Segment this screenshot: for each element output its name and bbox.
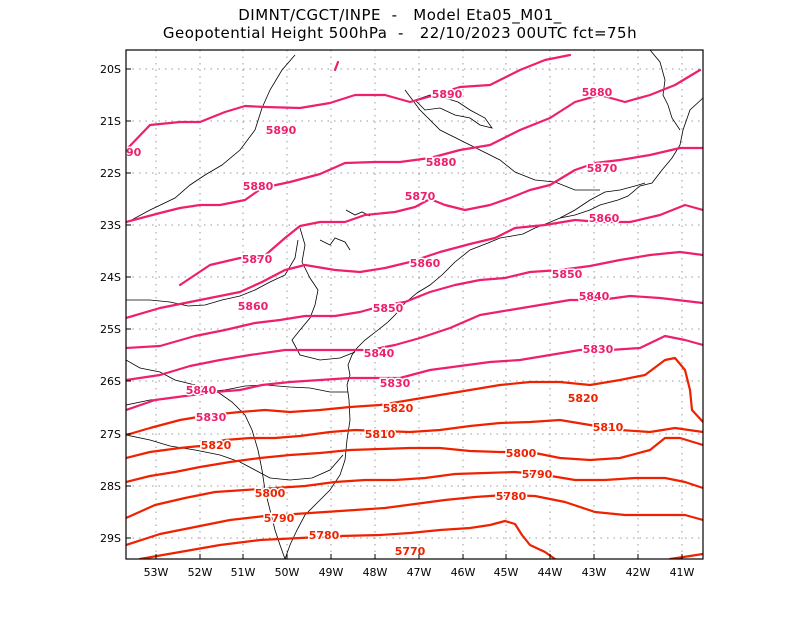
contour-5840 [126,294,703,382]
border-paraguay [126,239,299,307]
state-border-mg-south [404,89,600,191]
contour-label: 5880 [243,180,274,193]
contour-label: 5830 [583,343,614,356]
contour-5770b [668,552,703,559]
contour-label: 5800 [255,487,286,500]
contour-label: 5890 [266,124,297,137]
lat-tick-label: 24S [100,271,121,284]
map-title-line1: DIMNT/CGCT/INPE - Model Eta05_M01_ [238,6,562,24]
lat-tick-label: 25S [100,323,121,336]
contour-label: 5810 [365,428,396,441]
contour-label: 5850 [373,302,404,315]
contour-5770 [138,519,557,559]
lon-tick-label: 46W [451,566,476,579]
lat-lon-grid [126,50,703,559]
contour-label: 5870 [242,253,273,266]
contour-5810 [126,418,703,460]
coastline-and-borders [126,50,703,559]
state-border-mg-rj [559,182,646,219]
contour-label: 5780 [309,529,340,542]
border-argentina [126,359,286,559]
lon-tick-label: 48W [363,566,388,579]
map-title-line2: Geopotential Height 500hPa - 22/10/2023 … [162,24,638,42]
lon-tick-label: 42W [626,566,651,579]
contour-label: 5830 [196,411,227,424]
contour-label: 5860 [410,257,441,270]
contour-label: 5820 [568,392,599,405]
contour-label: 5880 [582,86,613,99]
contour-5890 [126,53,572,152]
lat-tick-label: 23S [100,219,121,232]
contour-5860 [126,203,703,320]
contour-label: 5860 [589,212,620,225]
contour-label: 5810 [593,421,624,434]
contour-label: 5790 [264,512,295,525]
map-frame [125,49,704,560]
lat-tick-label: 28S [100,480,121,493]
contour-5890b [333,60,340,72]
state-border-sc-rs [126,434,344,481]
contour-label-layer: 5890 5890 5890 5880 5880 5880 5870 5870 5870 5860… [111,85,625,560]
lon-tick-label: 47W [407,566,432,579]
lon-tick-label: 45W [494,566,519,579]
contour-label: 5880 [426,156,457,169]
contour-label: 5800 [506,447,537,460]
contour-label: 5860 [238,300,269,313]
lat-tick-label: 26S [100,375,121,388]
lon-tick-label: 49W [319,566,344,579]
lon-tick-label: 51W [231,566,256,579]
contour-label: 5770 [395,545,426,558]
contour-lines [126,53,703,559]
contour-label: 5870 [587,162,618,175]
state-border-sp-mg [126,54,296,224]
lon-tick-label: 53W [144,566,169,579]
contour-label: 5890 [111,146,142,159]
lon-tick-label: 44W [538,566,563,579]
lat-tick-label: 29S [100,532,121,545]
lake-furnas [414,94,493,129]
state-border-mg-es [649,50,681,131]
contour-label: 5830 [380,377,411,390]
contour-label: 5820 [201,439,232,452]
lon-tick-label: 41W [670,566,695,579]
contour-label: 5890 [432,88,463,101]
lon-tick-label: 52W [188,566,213,579]
lat-tick-label: 22S [100,167,121,180]
state-border-pr-sc [126,384,348,406]
lat-tick-label: 27S [100,428,121,441]
contour-label: 5780 [496,490,527,503]
lon-tick-label: 43W [582,566,607,579]
contour-label: 5840 [579,290,610,303]
contour-label: 5790 [522,468,553,481]
reservoir [319,237,351,251]
lon-tick-label: 50W [275,566,300,579]
contour-label: 5850 [552,268,583,281]
contour-5820 [126,356,703,437]
lat-tick-label: 20S [100,63,121,76]
axis-labels: 20S 21S 22S 23S 24S 25S 26S 27S 28S 29S 53W 52W 51W 5… [100,63,695,579]
contour-5870 [178,146,703,287]
contour-label: 5840 [186,384,217,397]
contour-label: 5840 [364,347,395,360]
contour-5880 [126,68,702,224]
contour-5790 [126,470,703,520]
contour-5830 [126,334,703,412]
contour-label: 5870 [405,190,436,203]
state-border-sp-pr [291,227,356,361]
contour-label: 5820 [383,402,414,415]
contour-5780 [126,493,703,547]
contour-5800 [126,436,703,484]
contour-5850 [126,250,703,350]
lat-tick-label: 21S [100,115,121,128]
